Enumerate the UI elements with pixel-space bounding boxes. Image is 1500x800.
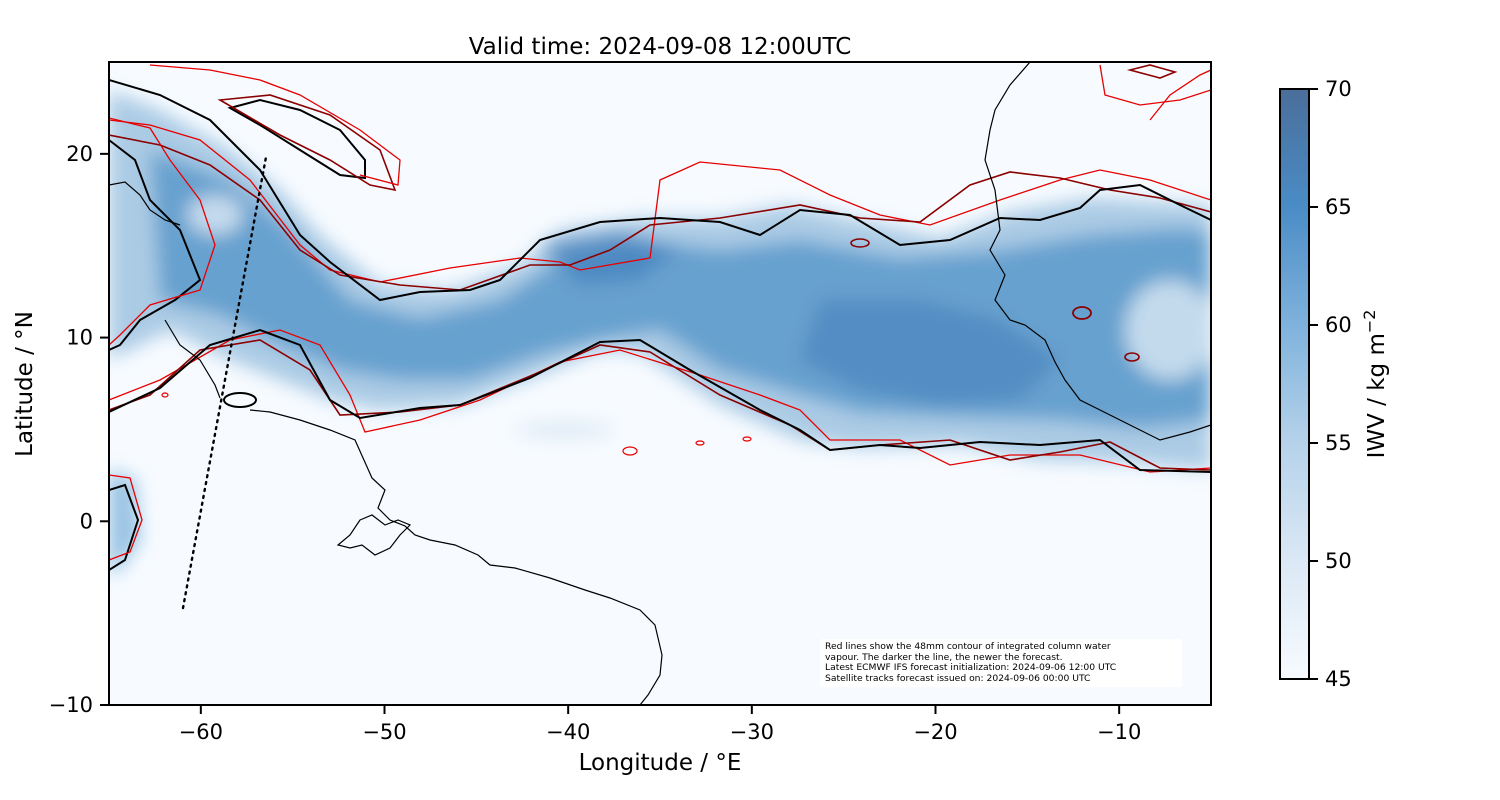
x-axis-label: Longitude / °E xyxy=(579,750,742,776)
x-tick-label: −60 xyxy=(179,720,223,744)
y-tick-label: 0 xyxy=(80,509,93,533)
plot-frame xyxy=(108,61,1212,706)
iwv-blob-west xyxy=(109,470,140,575)
x-tick-label: −30 xyxy=(730,720,774,744)
colorbar-ticks: 45 50 55 60 65 70 xyxy=(1309,77,1352,691)
coastline-caribbean-arc xyxy=(164,319,221,399)
annotation-line: Red lines show the 48mm contour of integ… xyxy=(825,641,1111,652)
colorbar-tick-label: 65 xyxy=(1325,195,1352,219)
colorbar-tick-label: 45 xyxy=(1325,667,1352,691)
contour-caribbean-black xyxy=(109,139,202,351)
contour-north-red xyxy=(109,119,1211,283)
iwv-dry-notch xyxy=(1125,280,1211,380)
colorbar-label: IWV / kg m−2 xyxy=(1360,310,1390,459)
y-axis-label: Latitude / °N xyxy=(12,311,38,457)
contour-island-3 xyxy=(1124,352,1140,362)
coastline-south-america xyxy=(249,409,663,705)
contour-small-4 xyxy=(161,392,169,398)
contour-small-2 xyxy=(695,440,705,446)
y-tick-label: 20 xyxy=(66,142,93,166)
colorbar-tick-label: 70 xyxy=(1325,77,1352,101)
iwv-faint-streak xyxy=(515,422,615,438)
contour-southwest-black xyxy=(109,483,140,571)
coastline-cuba xyxy=(109,181,181,226)
colorbar-tick-label: 55 xyxy=(1325,431,1352,455)
contour-island-2 xyxy=(1072,306,1092,320)
contour-bahamas-darkred xyxy=(217,94,397,192)
contour-northeast-red xyxy=(1099,64,1211,106)
x-tick-label: −50 xyxy=(362,720,406,744)
coastline-amazon-mouth xyxy=(336,514,412,556)
colorbar-tick-label: 60 xyxy=(1325,313,1352,337)
contour-island-4 xyxy=(223,392,257,408)
contour-north-black xyxy=(109,79,1211,302)
coastline-africa xyxy=(984,62,1211,441)
contour-southwest-red xyxy=(109,474,143,561)
coastlines xyxy=(109,62,1211,705)
x-axis: −60 −50 −40 −30 −20 −10 xyxy=(179,705,1141,744)
iwv-band-max xyxy=(540,232,680,285)
colorbar-tick-label: 50 xyxy=(1325,549,1352,573)
x-tick-label: −20 xyxy=(913,720,957,744)
annotation-line: vapour. The darker the line, the newer t… xyxy=(825,651,1063,663)
x-tick-label: −10 xyxy=(1097,720,1141,744)
chart-title: Valid time: 2024-09-08 12:00UTC xyxy=(469,34,852,60)
annotation-box: Red lines show the 48mm contour of integ… xyxy=(820,639,1182,688)
contour-bahamas-red xyxy=(149,64,401,186)
y-axis: −10 0 10 20 xyxy=(49,142,109,717)
contour-small-1 xyxy=(622,446,638,456)
contour-south-black xyxy=(109,328,1211,473)
colorbar-gradient xyxy=(1279,88,1310,680)
y-tick-label: 10 xyxy=(66,326,93,350)
plot-area xyxy=(109,62,1211,705)
iwv-field xyxy=(109,90,1211,575)
iwv-contours xyxy=(109,64,1211,571)
x-tick-label: −40 xyxy=(546,720,590,744)
y-tick-label: −10 xyxy=(49,693,93,717)
contour-northeast-red-2 xyxy=(1149,69,1211,121)
contour-north-darkred xyxy=(109,134,1211,291)
iwv-band-max-2 xyxy=(800,300,1060,405)
contour-northeast-darkred xyxy=(1126,64,1178,79)
annotation-line: Latest ECMWF IFS forecast initialization… xyxy=(825,662,1117,674)
iwv-dry-notch-2 xyxy=(187,195,243,235)
contour-small-3 xyxy=(742,436,752,442)
annotation-line: Satellite tracks forecast issued on: 202… xyxy=(825,672,1091,684)
contour-south-darkred xyxy=(109,339,1211,471)
satellite-track xyxy=(181,155,268,610)
contour-bahamas-black xyxy=(227,98,366,180)
contour-caribbean-red xyxy=(109,117,216,346)
contour-island-1 xyxy=(850,238,870,248)
colorbar: 45 50 55 60 65 70 IWV / kg m−2 xyxy=(1279,77,1390,691)
contour-south-red xyxy=(109,329,1211,473)
